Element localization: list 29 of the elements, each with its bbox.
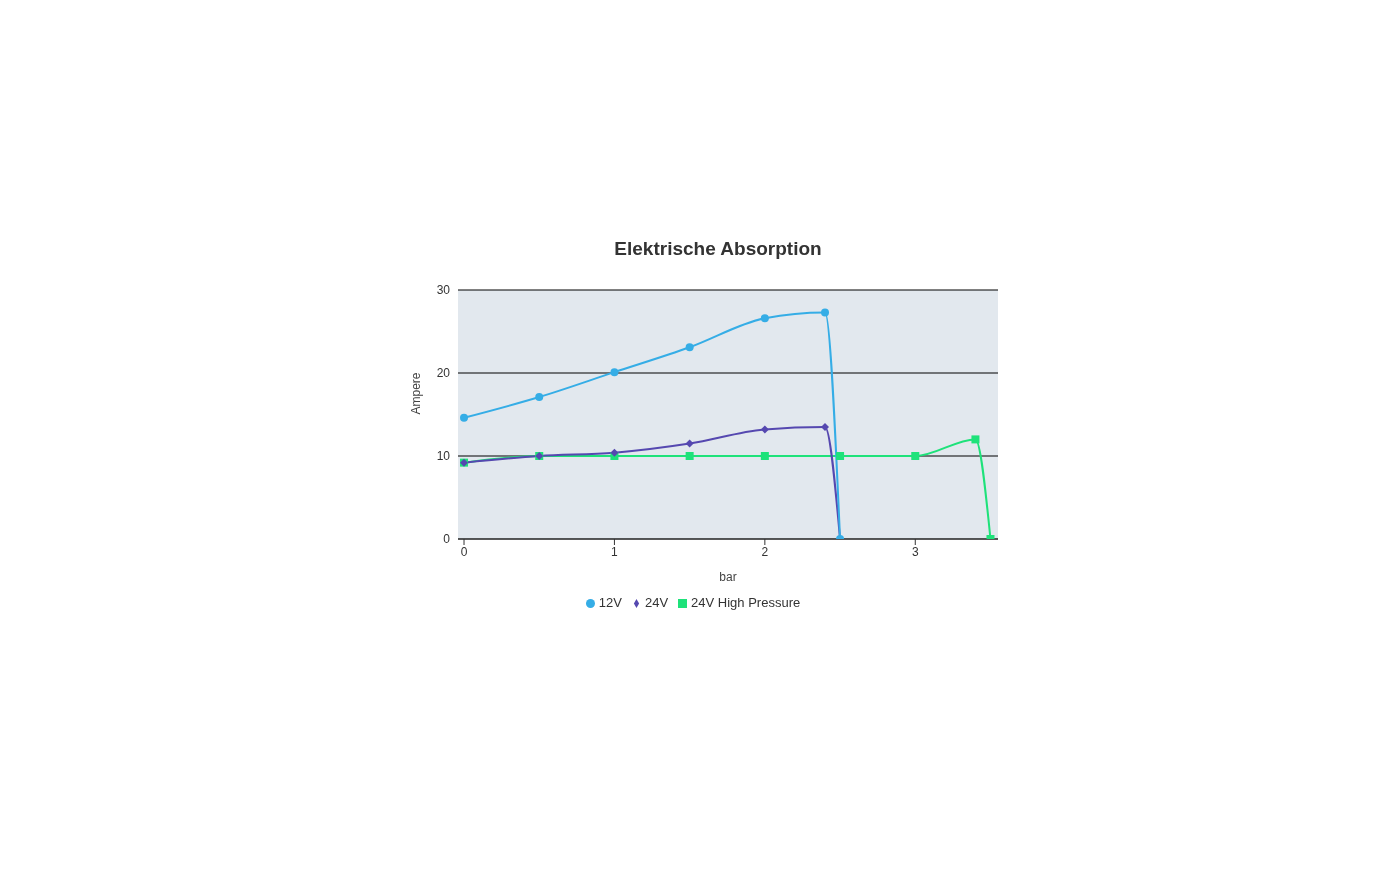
y-tick-label: 20 [436, 366, 451, 381]
point [610, 448, 619, 457]
x-tick-label: 2 [761, 544, 769, 559]
x-tick-label: 1 [611, 544, 619, 559]
point [760, 425, 769, 434]
y-tick-label: 0 [443, 532, 451, 547]
x-tick-label: 0 [460, 544, 468, 559]
point [535, 393, 544, 402]
point [911, 452, 920, 460]
point [685, 439, 694, 448]
y-tick-label: 10 [436, 449, 451, 464]
point [760, 452, 769, 460]
point [821, 308, 830, 317]
point [610, 368, 619, 377]
point [685, 343, 694, 352]
point [460, 413, 469, 422]
point [685, 452, 694, 460]
point [760, 314, 769, 323]
legend-label: 24V [644, 595, 669, 610]
point [836, 452, 845, 460]
chart-title: Elektrische Absorption [613, 238, 823, 260]
y-tick-label: 30 [436, 283, 451, 298]
x-tick-label: 3 [911, 544, 919, 559]
point [971, 435, 980, 444]
legend-label: 12V [598, 595, 622, 610]
point [821, 422, 830, 431]
y-axis-title: Ampere [409, 372, 424, 415]
x-axis-title: bar [719, 570, 737, 584]
legend-label: 24V High Pressure [691, 595, 801, 610]
